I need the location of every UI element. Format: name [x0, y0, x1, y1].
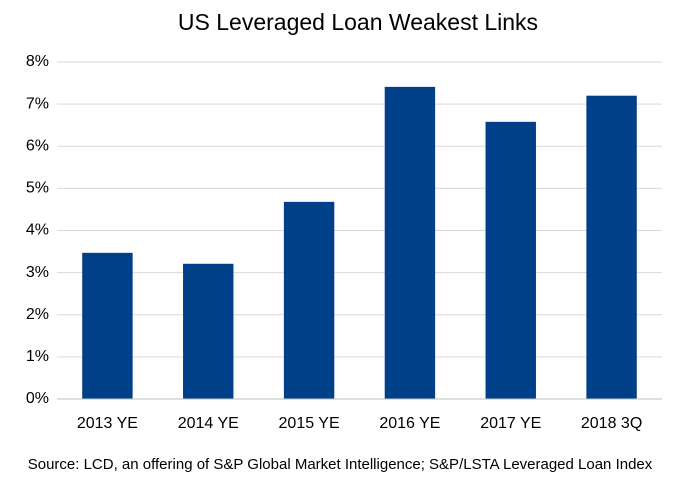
bar [82, 252, 133, 399]
y-tick-label: 1% [26, 348, 49, 365]
y-tick-label: 8% [26, 53, 49, 70]
y-tick-label: 5% [26, 180, 49, 197]
x-tick-label: 2016 YE [379, 415, 440, 432]
x-tick-label: 2018 3Q [581, 415, 642, 432]
y-tick-label: 7% [26, 95, 49, 112]
bar [183, 263, 234, 399]
bar [586, 95, 637, 399]
y-tick-label: 0% [26, 390, 49, 407]
bar [384, 86, 436, 399]
y-tick-label: 4% [26, 222, 49, 239]
source-note: Source: LCD, an offering of S&P Global M… [28, 456, 653, 473]
y-tick-label: 6% [26, 137, 49, 154]
y-tick-label: 3% [26, 264, 49, 281]
y-tick-label: 2% [26, 306, 49, 323]
chart-title: US Leveraged Loan Weakest Links [178, 9, 538, 35]
x-tick-label: 2014 YE [178, 415, 239, 432]
x-tick-label: 2017 YE [480, 415, 541, 432]
x-tick-label: 2013 YE [77, 415, 138, 432]
bar [485, 121, 536, 399]
bar [283, 201, 335, 399]
x-tick-label: 2015 YE [279, 415, 340, 432]
